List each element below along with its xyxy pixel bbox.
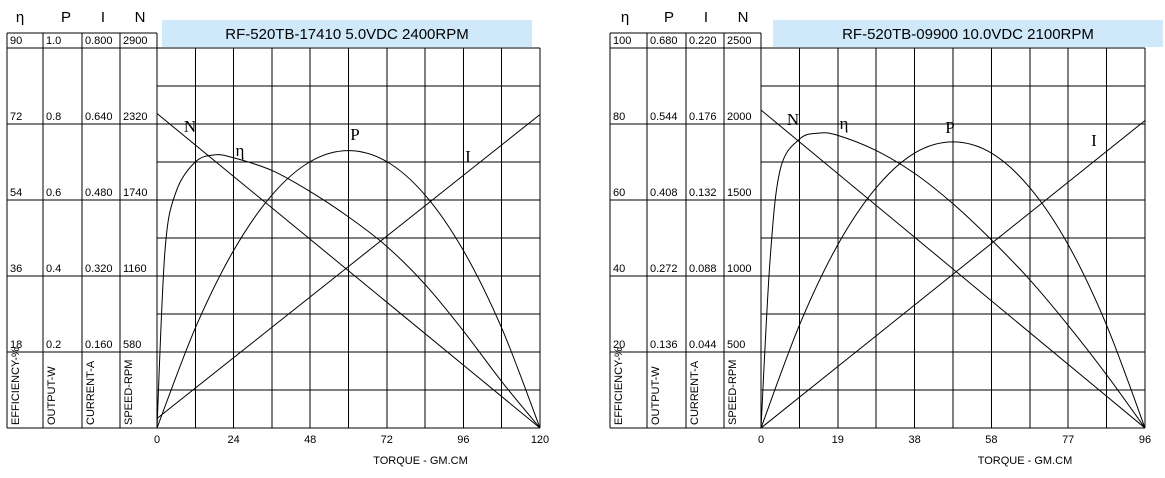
curve [760, 120, 1146, 429]
x-tick-label: 72 [381, 434, 393, 446]
x-tick-label: 96 [457, 434, 469, 446]
y-tick-label: 2320 [123, 111, 147, 123]
chart-title: RF-520TB-17410 5.0VDC 2400RPM [225, 26, 468, 43]
y-tick-label: 0.6 [46, 187, 61, 199]
y-tick-label: 60 [613, 187, 625, 199]
y-tick-label: 0.4 [46, 263, 61, 275]
x-axis-label: TORQUE - GM.CM [978, 455, 1073, 467]
title-box [773, 20, 1163, 47]
y-tick-label: 90 [10, 35, 22, 47]
curve [760, 141, 1146, 429]
y-tick-label: 0.088 [689, 263, 717, 275]
curve [156, 113, 541, 429]
axis-header: N [738, 9, 749, 26]
y-tick-label: 0.544 [650, 111, 678, 123]
y-tick-label: 0.800 [85, 35, 113, 47]
x-tick-label: 120 [531, 434, 549, 446]
curve-label: P [945, 118, 954, 137]
y-tick-label: 1500 [727, 187, 751, 199]
curve-label: N [184, 117, 196, 136]
y-tick-label: 1160 [123, 263, 147, 275]
curve-label: I [465, 147, 471, 166]
curve [760, 132, 1146, 429]
curve [760, 109, 1146, 429]
axis-header: N [135, 9, 146, 26]
y-tick-label: 500 [727, 339, 745, 351]
y-tick-label: 1000 [727, 263, 751, 275]
curve [156, 114, 541, 419]
x-tick-label: 96 [1139, 434, 1151, 446]
y-tick-label: 0.408 [650, 187, 678, 199]
curve-label: P [350, 125, 359, 144]
y-tick-label: 2900 [123, 35, 147, 47]
axis-label: CURRENT-A [689, 360, 701, 425]
y-tick-label: 18 [10, 339, 22, 351]
y-tick-label: 0.320 [85, 263, 113, 275]
axis-header: η [16, 9, 24, 26]
x-tick-label: 0 [758, 434, 764, 446]
axis-label: SPEED-RPM [123, 360, 135, 425]
axis-header: η [621, 9, 629, 26]
y-tick-label: 0.2 [46, 339, 61, 351]
chart-title: RF-520TB-09900 10.0VDC 2100RPM [842, 26, 1094, 43]
x-tick-label: 58 [985, 434, 997, 446]
y-tick-label: 0.176 [689, 111, 717, 123]
y-tick-label: 0.044 [689, 339, 717, 351]
axis-label: EFFICIENCY-% [10, 347, 22, 425]
axis-label: OUTPUT-W [46, 366, 58, 425]
y-tick-label: 72 [10, 111, 22, 123]
y-tick-label: 0.272 [650, 263, 678, 275]
x-tick-label: 19 [832, 434, 844, 446]
y-tick-label: 100 [613, 35, 631, 47]
axis-header: I [704, 9, 708, 26]
curve-label: N [787, 110, 799, 129]
curve-label: η [236, 141, 245, 160]
curve [156, 154, 541, 429]
y-tick-label: 40 [613, 263, 625, 275]
y-tick-label: 0.136 [650, 339, 678, 351]
y-tick-label: 1740 [123, 187, 147, 199]
x-tick-label: 0 [154, 434, 160, 446]
axis-label: CURRENT-A [85, 360, 97, 425]
curve [156, 150, 541, 429]
y-tick-label: 1.0 [46, 35, 61, 47]
axis-header: P [61, 9, 71, 26]
x-axis-label: TORQUE - GM.CM [373, 455, 468, 467]
curve-label: η [840, 114, 849, 133]
y-tick-label: 0.8 [46, 111, 61, 123]
axis-header: P [664, 9, 674, 26]
y-tick-label: 580 [123, 339, 141, 351]
y-tick-label: 54 [10, 187, 22, 199]
y-tick-label: 36 [10, 263, 22, 275]
curve-label: I [1091, 131, 1097, 150]
axis-header: I [101, 9, 105, 26]
x-tick-label: 24 [227, 434, 239, 446]
y-tick-label: 2000 [727, 111, 751, 123]
x-tick-label: 77 [1062, 434, 1074, 446]
axis-label: SPEED-RPM [727, 360, 739, 425]
x-tick-label: 48 [304, 434, 316, 446]
y-tick-label: 0.640 [85, 111, 113, 123]
title-box [162, 20, 532, 47]
y-tick-label: 0.160 [85, 339, 113, 351]
y-tick-label: 0.132 [689, 187, 717, 199]
y-tick-label: 0.220 [689, 35, 717, 47]
y-tick-label: 2500 [727, 35, 751, 47]
axis-label: EFFICIENCY-% [613, 347, 625, 425]
axis-label: OUTPUT-W [650, 366, 662, 425]
y-tick-label: 0.480 [85, 187, 113, 199]
y-tick-label: 80 [613, 111, 625, 123]
y-tick-label: 0.680 [650, 35, 678, 47]
y-tick-label: 20 [613, 339, 625, 351]
x-tick-label: 38 [908, 434, 920, 446]
